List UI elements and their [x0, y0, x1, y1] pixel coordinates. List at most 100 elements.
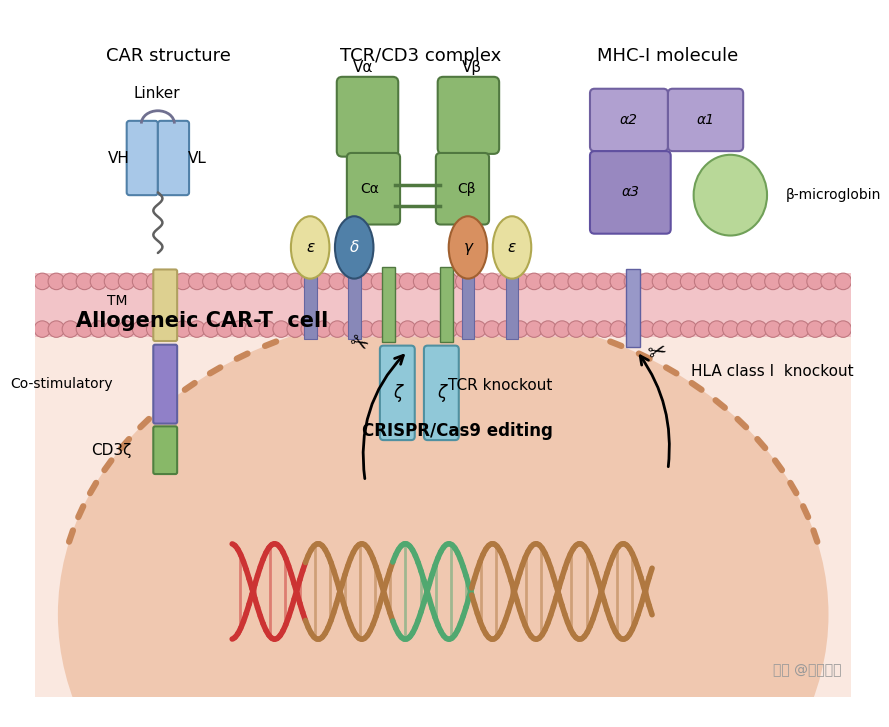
Text: VH: VH: [108, 151, 130, 166]
Circle shape: [188, 273, 205, 289]
Circle shape: [442, 273, 458, 289]
Circle shape: [118, 273, 135, 289]
Circle shape: [161, 321, 177, 337]
Bar: [440, 267, 453, 342]
Circle shape: [750, 321, 767, 337]
Circle shape: [76, 273, 92, 289]
Circle shape: [132, 273, 148, 289]
Bar: [35, 30, 851, 273]
Circle shape: [737, 321, 753, 337]
Circle shape: [498, 321, 514, 337]
Ellipse shape: [693, 155, 767, 236]
Text: ζ: ζ: [436, 385, 446, 402]
Text: CD3ζ: CD3ζ: [91, 443, 132, 458]
Circle shape: [104, 273, 121, 289]
Ellipse shape: [58, 312, 829, 727]
Circle shape: [273, 273, 290, 289]
FancyBboxPatch shape: [437, 77, 499, 154]
Circle shape: [765, 321, 781, 337]
Circle shape: [62, 321, 78, 337]
Bar: [461, 268, 475, 340]
Text: Vα: Vα: [353, 60, 373, 75]
Circle shape: [667, 273, 683, 289]
Circle shape: [287, 321, 303, 337]
Circle shape: [259, 321, 276, 337]
Circle shape: [413, 321, 430, 337]
Text: γ: γ: [463, 240, 472, 255]
Circle shape: [329, 321, 346, 337]
FancyBboxPatch shape: [127, 121, 158, 195]
Circle shape: [385, 321, 402, 337]
Circle shape: [525, 273, 542, 289]
Bar: [35, 273, 851, 337]
Circle shape: [91, 321, 107, 337]
Ellipse shape: [335, 216, 373, 278]
Circle shape: [709, 273, 725, 289]
FancyBboxPatch shape: [153, 270, 177, 341]
Text: Co-stimulatory: Co-stimulatory: [11, 377, 113, 391]
Text: ✂: ✂: [645, 341, 669, 365]
Text: HLA class I  knockout: HLA class I knockout: [691, 364, 853, 379]
Circle shape: [455, 321, 472, 337]
Circle shape: [807, 321, 823, 337]
Circle shape: [568, 321, 584, 337]
Circle shape: [653, 321, 669, 337]
Circle shape: [694, 321, 711, 337]
Circle shape: [301, 273, 317, 289]
Circle shape: [118, 321, 135, 337]
Circle shape: [582, 321, 598, 337]
Circle shape: [484, 321, 501, 337]
Text: Cβ: Cβ: [457, 182, 476, 196]
Circle shape: [540, 273, 557, 289]
Circle shape: [62, 273, 78, 289]
Bar: [35, 273, 851, 697]
Circle shape: [301, 321, 317, 337]
Circle shape: [48, 273, 65, 289]
FancyBboxPatch shape: [158, 121, 189, 195]
Circle shape: [399, 273, 416, 289]
Text: TCR knockout: TCR knockout: [448, 377, 552, 393]
Bar: [626, 268, 640, 347]
Circle shape: [554, 273, 571, 289]
Circle shape: [624, 273, 641, 289]
Circle shape: [638, 273, 654, 289]
Circle shape: [750, 273, 767, 289]
Circle shape: [244, 321, 261, 337]
Circle shape: [667, 321, 683, 337]
Circle shape: [793, 321, 809, 337]
Circle shape: [638, 321, 654, 337]
Circle shape: [568, 273, 584, 289]
Circle shape: [161, 273, 177, 289]
Text: 知乎 @小药说药: 知乎 @小药说药: [773, 663, 841, 677]
Circle shape: [231, 321, 247, 337]
Circle shape: [147, 321, 163, 337]
Ellipse shape: [493, 216, 532, 278]
Text: MHC-I molecule: MHC-I molecule: [597, 47, 739, 65]
Text: Vβ: Vβ: [461, 60, 482, 75]
Circle shape: [765, 273, 781, 289]
Circle shape: [76, 321, 92, 337]
Bar: [348, 268, 361, 340]
Text: β-microglobin: β-microglobin: [785, 188, 881, 202]
Circle shape: [413, 273, 430, 289]
Circle shape: [540, 321, 557, 337]
Circle shape: [469, 273, 486, 289]
Text: VL: VL: [188, 151, 207, 166]
Ellipse shape: [291, 216, 330, 278]
FancyBboxPatch shape: [380, 345, 415, 440]
Circle shape: [624, 321, 641, 337]
Bar: [381, 267, 395, 342]
Circle shape: [694, 273, 711, 289]
Circle shape: [821, 273, 837, 289]
Circle shape: [610, 321, 627, 337]
Text: δ: δ: [349, 240, 359, 255]
Circle shape: [610, 273, 627, 289]
Circle shape: [554, 321, 571, 337]
Circle shape: [385, 273, 402, 289]
Circle shape: [582, 273, 598, 289]
Text: CRISPR/Cas9 editing: CRISPR/Cas9 editing: [362, 422, 552, 440]
FancyBboxPatch shape: [424, 345, 459, 440]
Circle shape: [357, 273, 373, 289]
Circle shape: [653, 273, 669, 289]
Circle shape: [343, 321, 360, 337]
